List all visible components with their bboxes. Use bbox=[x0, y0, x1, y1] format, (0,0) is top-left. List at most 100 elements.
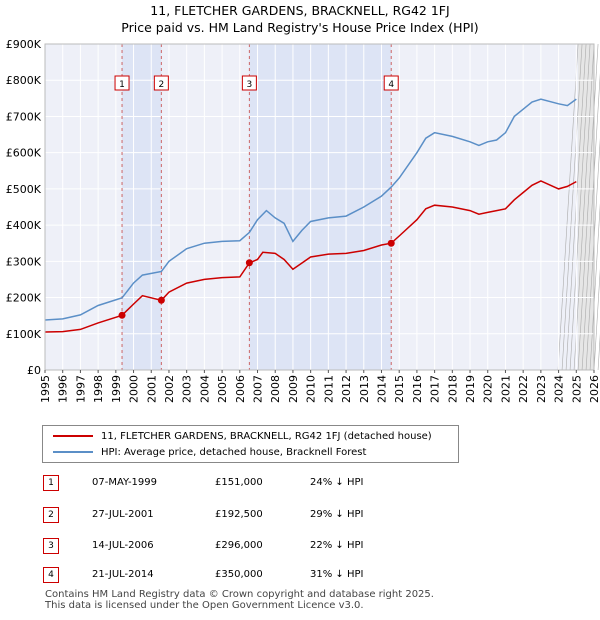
sale-number-label: 3 bbox=[247, 80, 253, 90]
chart-title: 11, FLETCHER GARDENS, BRACKNELL, RG42 1F… bbox=[150, 3, 450, 18]
x-tick-label: 1999 bbox=[110, 375, 123, 403]
x-tick-label: 2018 bbox=[446, 375, 459, 403]
x-tick-label: 2015 bbox=[393, 375, 406, 403]
sale-date: 27-JUL-2001 bbox=[92, 509, 154, 520]
x-tick-label: 2014 bbox=[375, 375, 388, 403]
x-tick-label: 1997 bbox=[74, 375, 87, 403]
sale-period-band bbox=[249, 44, 392, 370]
table-row: 4 21-JUL-2014 £350,000 31% ↓ HPI bbox=[0, 567, 600, 583]
forecast-hatch bbox=[581, 72, 600, 371]
sale-number-label: 2 bbox=[158, 80, 164, 90]
legend-item-property: 11, FLETCHER GARDENS, BRACKNELL, RG42 1F… bbox=[53, 430, 432, 444]
y-tick-label: £400K bbox=[6, 219, 42, 232]
y-tick-label: £600K bbox=[6, 147, 42, 160]
sale-number-box bbox=[153, 75, 169, 91]
x-tick-label: 2010 bbox=[305, 375, 318, 403]
footer-line-1: Contains HM Land Registry data © Crown c… bbox=[45, 589, 434, 600]
legend-hpi-swatch bbox=[53, 451, 93, 453]
y-tick-label: £300K bbox=[6, 255, 42, 268]
sale-number-label: 1 bbox=[119, 80, 125, 90]
y-tick-label: £700K bbox=[6, 110, 42, 123]
x-tick-label: 2024 bbox=[553, 375, 566, 403]
x-tick-label: 2008 bbox=[269, 375, 282, 403]
x-tick-label: 2004 bbox=[198, 375, 211, 403]
x-tick-label: 2001 bbox=[145, 375, 158, 403]
sale-number-badge: 4 bbox=[43, 567, 59, 583]
chart-legend: 11, FLETCHER GARDENS, BRACKNELL, RG42 1F… bbox=[42, 425, 459, 463]
x-tick-label: 2017 bbox=[429, 375, 442, 403]
forecast-hatch bbox=[585, 137, 600, 371]
sale-price: £296,000 bbox=[215, 540, 263, 551]
x-tick-label: 2005 bbox=[216, 375, 229, 403]
sale-number-box bbox=[241, 75, 257, 91]
table-row: 2 27-JUL-2001 £192,500 29% ↓ HPI bbox=[0, 507, 600, 523]
x-tick-label: 2022 bbox=[517, 375, 530, 403]
forecast-band bbox=[578, 44, 594, 370]
x-tick-label: 2003 bbox=[181, 375, 194, 403]
y-tick-label: £100K bbox=[6, 328, 42, 341]
sale-price: £151,000 bbox=[215, 477, 263, 488]
x-tick-label: 1995 bbox=[39, 375, 52, 403]
x-tick-label: 2021 bbox=[499, 375, 512, 403]
sale-date: 07-MAY-1999 bbox=[92, 477, 158, 488]
sale-number-box bbox=[114, 75, 130, 91]
legend-item-hpi: HPI: Average price, detached house, Brac… bbox=[53, 446, 366, 460]
y-tick-label: £500K bbox=[6, 183, 42, 196]
x-tick-label: 2013 bbox=[358, 375, 371, 403]
x-tick-label: 2011 bbox=[322, 375, 335, 403]
sale-number-badge: 3 bbox=[43, 538, 59, 554]
y-tick-label: £200K bbox=[6, 292, 42, 305]
sale-number-badge: 1 bbox=[43, 475, 59, 491]
x-tick-label: 2006 bbox=[234, 375, 247, 403]
x-tick-label: 2016 bbox=[411, 375, 424, 403]
forecast-hatch bbox=[573, 43, 595, 371]
table-row: 1 07-MAY-1999 £151,000 24% ↓ HPI bbox=[0, 475, 600, 491]
plot-frame bbox=[44, 43, 595, 371]
forecast-hatch bbox=[561, 43, 583, 371]
x-tick-label: 2023 bbox=[535, 375, 548, 403]
forecast-hatch bbox=[593, 268, 600, 371]
y-tick-label: £0 bbox=[27, 364, 41, 377]
footer-line-2: This data is licensed under the Open Gov… bbox=[45, 600, 364, 611]
sale-period-band bbox=[122, 44, 162, 370]
x-tick-label: 1998 bbox=[92, 375, 105, 403]
forecast-hatch bbox=[557, 43, 579, 371]
sale-point bbox=[387, 239, 395, 247]
sale-point bbox=[245, 259, 253, 267]
sale-date: 21-JUL-2014 bbox=[92, 569, 154, 580]
sale-number-badge: 2 bbox=[43, 507, 59, 523]
forecast-hatch bbox=[589, 203, 600, 371]
x-tick-label: 2019 bbox=[464, 375, 477, 403]
legend-property-label: 11, FLETCHER GARDENS, BRACKNELL, RG42 1F… bbox=[101, 431, 432, 442]
sale-point bbox=[118, 311, 126, 319]
x-tick-label: 2000 bbox=[128, 375, 141, 403]
forecast-hatch bbox=[569, 43, 591, 371]
y-tick-label: £800K bbox=[6, 74, 42, 87]
x-tick-label: 2020 bbox=[482, 375, 495, 403]
x-tick-label: 2026 bbox=[588, 375, 600, 403]
sale-hpi-diff: 22% ↓ HPI bbox=[310, 540, 364, 551]
sale-hpi-diff: 24% ↓ HPI bbox=[310, 477, 364, 488]
table-row: 3 14-JUL-2006 £296,000 22% ↓ HPI bbox=[0, 538, 600, 554]
x-tick-label: 2025 bbox=[570, 375, 583, 403]
y-tick-label: £900K bbox=[6, 38, 42, 51]
legend-hpi-label: HPI: Average price, detached house, Brac… bbox=[101, 447, 367, 458]
sale-price: £350,000 bbox=[215, 569, 263, 580]
x-tick-label: 1996 bbox=[57, 375, 70, 403]
sale-number-box bbox=[383, 75, 399, 91]
x-tick-label: 2002 bbox=[163, 375, 176, 403]
x-tick-label: 2009 bbox=[287, 375, 300, 403]
sale-price: £192,500 bbox=[215, 509, 263, 520]
sale-hpi-diff: 29% ↓ HPI bbox=[310, 509, 364, 520]
sale-hpi-diff: 31% ↓ HPI bbox=[310, 569, 364, 580]
sale-number-label: 4 bbox=[388, 80, 394, 90]
hpi-line bbox=[44, 98, 577, 321]
price-chart: 1 2 3 4 £0 £100K £200K £300K £400K £500K £600K £700… bbox=[6, 38, 600, 403]
sale-point bbox=[157, 296, 165, 304]
footer-attribution: Contains HM Land Registry data © Crown c… bbox=[45, 589, 434, 611]
chart-subtitle: Price paid vs. HM Land Registry's House … bbox=[121, 20, 479, 35]
x-tick-label: 2007 bbox=[252, 375, 265, 403]
sale-date: 14-JUL-2006 bbox=[92, 540, 154, 551]
x-tick-label: 2012 bbox=[340, 375, 353, 403]
legend-property-swatch bbox=[53, 435, 93, 437]
